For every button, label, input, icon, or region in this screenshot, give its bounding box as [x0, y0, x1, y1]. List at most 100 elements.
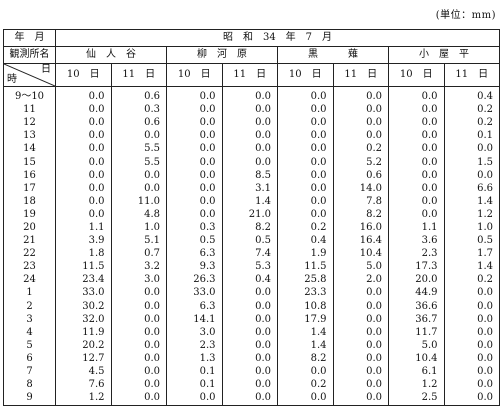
- rainfall-cell: 0.7: [110, 247, 167, 261]
- rainfall-cell: 25.8: [277, 273, 334, 287]
- rainfall-cell: 6.3: [166, 300, 223, 314]
- rainfall-cell: 3.0: [166, 326, 223, 340]
- rainfall-cell: 10.4: [332, 247, 389, 261]
- hour-cell: 13: [3, 129, 56, 143]
- table-row: 12 0.0 0.6 0.0 0.0 0.0 0.0 0.0 0.2: [3, 116, 500, 130]
- rainfall-cell: 11.9: [55, 326, 112, 340]
- rainfall-cell: 0.0: [332, 300, 389, 314]
- year-month-label: 年 月: [3, 29, 56, 47]
- day-header: 10 日: [55, 63, 112, 87]
- rainfall-cell: 1.8: [55, 247, 112, 261]
- rainfall-cell: 0.0: [443, 326, 500, 340]
- rainfall-cell: 0.1: [166, 378, 223, 392]
- rainfall-cell: 1.4: [443, 260, 500, 274]
- rainfall-cell: 0.0: [221, 326, 278, 340]
- rainfall-cell: 0.0: [166, 182, 223, 196]
- rainfall-cell: 0.0: [332, 391, 389, 406]
- rainfall-cell: 0.4: [443, 86, 500, 104]
- rainfall-cell: 3.0: [110, 273, 167, 287]
- rainfall-cell: 0.0: [221, 352, 278, 366]
- rainfall-cell: 0.0: [221, 339, 278, 353]
- table-row: 4 11.9 0.0 3.0 0.0 1.4 0.0 11.7 0.0: [3, 326, 500, 340]
- rainfall-cell: 0.6: [332, 169, 389, 183]
- rainfall-cell: 2.0: [332, 273, 389, 287]
- rainfall-cell: 0.0: [110, 313, 167, 327]
- hour-cell: 7: [3, 365, 56, 379]
- rainfall-cell: 36.7: [388, 313, 445, 327]
- rainfall-cell: 32.0: [55, 313, 112, 327]
- table-row: 17 0.0 0.0 0.0 3.1 0.0 14.0 0.0 6.6: [3, 182, 500, 196]
- table-row: 14 0.0 5.5 0.0 0.0 0.0 0.2 0.0 0.0: [3, 142, 500, 156]
- rainfall-cell: 1.3: [166, 352, 223, 366]
- rainfall-cell: 0.2: [277, 378, 334, 392]
- table-row: 16 0.0 0.0 0.0 8.5 0.0 0.6 0.0 0.0: [3, 169, 500, 183]
- rainfall-cell: 0.0: [443, 365, 500, 379]
- hour-cell: 15: [3, 156, 56, 170]
- hour-cell: 4: [3, 326, 56, 340]
- day-header: 10 日: [388, 63, 445, 87]
- rainfall-cell: 6.6: [443, 182, 500, 196]
- rainfall-cell: 20.2: [55, 339, 112, 353]
- rainfall-cell: 0.0: [443, 313, 500, 327]
- hour-cell: 2: [3, 300, 56, 314]
- rainfall-cell: 5.5: [110, 142, 167, 156]
- rainfall-cell: 5.0: [388, 339, 445, 353]
- hour-cell: 19: [3, 208, 56, 222]
- rainfall-cell: 0.0: [388, 103, 445, 117]
- rainfall-cell: 1.1: [55, 221, 112, 235]
- table-row: 21 3.9 5.1 0.5 0.5 0.4 16.4 3.6 0.5: [3, 234, 500, 248]
- rainfall-cell: 9.3: [166, 260, 223, 274]
- rainfall-cell: 0.3: [166, 221, 223, 235]
- rainfall-cell: 3.6: [388, 234, 445, 248]
- hour-cell: 11: [3, 103, 56, 117]
- rainfall-cell: 16.0: [332, 221, 389, 235]
- hour-cell: 1: [3, 286, 56, 301]
- rainfall-cell: 0.0: [277, 142, 334, 156]
- hour-cell: 23: [3, 260, 56, 274]
- rainfall-cell: 1.2: [443, 208, 500, 222]
- rainfall-cell: 0.0: [277, 129, 334, 143]
- rainfall-cell: 1.7: [443, 247, 500, 261]
- rainfall-cell: 6.3: [166, 247, 223, 261]
- rainfall-cell: 2.5: [388, 391, 445, 406]
- rainfall-cell: 0.2: [332, 142, 389, 156]
- rainfall-cell: 0.0: [55, 208, 112, 222]
- unit-label: (単位：mm): [435, 10, 496, 21]
- rainfall-cell: 23.4: [55, 273, 112, 287]
- rainfall-cell: 0.0: [55, 195, 112, 209]
- rainfall-cell: 1.2: [55, 391, 112, 406]
- rainfall-cell: 0.2: [443, 273, 500, 287]
- hour-cell: 12: [3, 116, 56, 130]
- rainfall-cell: 0.3: [110, 103, 167, 117]
- rainfall-cell: 0.0: [110, 352, 167, 366]
- rainfall-cell: 0.0: [277, 103, 334, 117]
- rainfall-cell: 30.2: [55, 300, 112, 314]
- rainfall-cell: 0.0: [332, 103, 389, 117]
- table-row: 20 1.1 1.0 0.3 8.2 0.2 16.0 1.1 1.0: [3, 221, 500, 235]
- rainfall-cell: 0.0: [443, 378, 500, 392]
- rainfall-cell: 1.1: [388, 221, 445, 235]
- rainfall-cell: 5.2: [332, 156, 389, 170]
- rainfall-cell: 0.0: [55, 182, 112, 196]
- rainfall-cell: 0.0: [443, 339, 500, 353]
- rainfall-cell: 0.0: [332, 378, 389, 392]
- rainfall-cell: 0.0: [166, 169, 223, 183]
- day-header: 11 日: [221, 63, 278, 87]
- rainfall-cell: 0.0: [110, 365, 167, 379]
- hour-cell: 14: [3, 142, 56, 156]
- rainfall-cell: 0.0: [388, 156, 445, 170]
- rainfall-cell: 16.4: [332, 234, 389, 248]
- table-row: 18 0.0 11.0 0.0 1.4 0.0 7.8 0.0 1.4: [3, 195, 500, 209]
- table-row: 7 4.5 0.0 0.1 0.0 0.0 0.0 6.1 0.0: [3, 365, 500, 379]
- rainfall-cell: 8.2: [332, 208, 389, 222]
- rainfall-cell: 0.0: [221, 156, 278, 170]
- rainfall-cell: 0.0: [443, 169, 500, 183]
- rainfall-cell: 11.7: [388, 326, 445, 340]
- rainfall-cell: 23.3: [277, 286, 334, 301]
- rainfall-cell: 0.0: [443, 142, 500, 156]
- rainfall-cell: 2.3: [166, 339, 223, 353]
- rainfall-cell: 4.8: [110, 208, 167, 222]
- rainfall-cell: 0.0: [110, 300, 167, 314]
- rainfall-cell: 0.0: [166, 86, 223, 104]
- station-koyadaira: 小 屋 平: [388, 46, 500, 64]
